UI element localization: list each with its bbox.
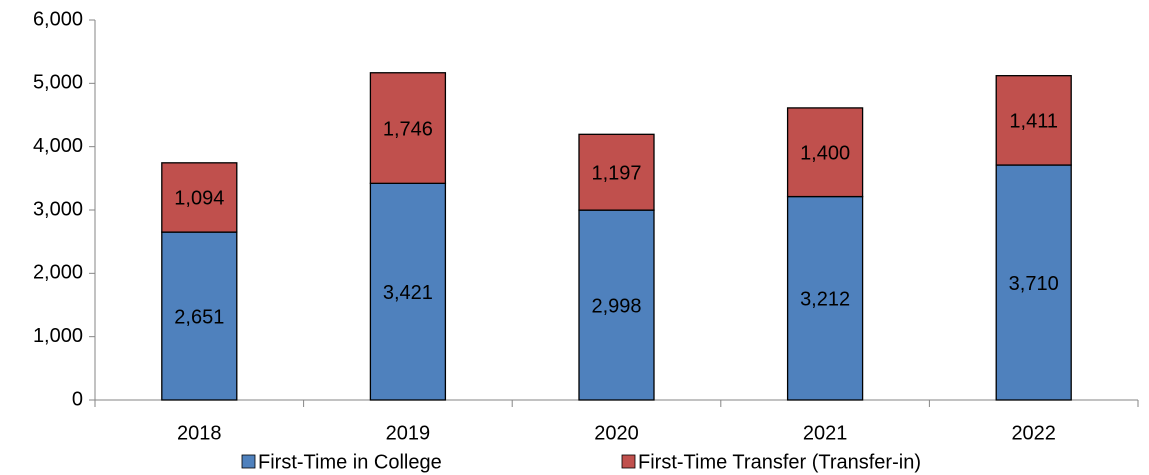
y-tick-label: 5,000 (33, 72, 83, 94)
legend-label: First-Time in College (258, 451, 442, 473)
x-tick-label: 2019 (386, 422, 431, 444)
y-tick-label: 4,000 (33, 135, 83, 157)
legend-label: First-Time Transfer (Transfer-in) (638, 451, 921, 473)
data-label: 3,212 (800, 289, 850, 311)
x-tick-label: 2022 (1011, 422, 1056, 444)
y-tick-label: 3,000 (33, 198, 83, 220)
y-tick-label: 6,000 (33, 8, 83, 30)
x-tick-label: 2020 (594, 422, 639, 444)
x-tick-label: 2018 (177, 422, 222, 444)
bar-segment (369, 182, 447, 401)
data-label: 1,094 (174, 188, 224, 210)
bar-segment (786, 107, 864, 198)
bar-segment (161, 162, 238, 233)
y-tick-label: 2,000 (33, 262, 83, 284)
legend-swatch (241, 454, 256, 469)
bar-segment (161, 231, 238, 401)
bar-segment (995, 164, 1072, 401)
bar-segment (995, 75, 1072, 166)
legend-swatch (621, 454, 636, 469)
data-label: 1,197 (591, 163, 641, 185)
data-label: 1,400 (800, 143, 850, 165)
bar-segment (578, 209, 655, 401)
x-tick-label: 2021 (803, 422, 848, 444)
data-label: 1,746 (383, 118, 433, 140)
data-label: 1,411 (1009, 111, 1058, 133)
y-tick-label: 0 (72, 388, 83, 410)
bar-segment (369, 72, 447, 184)
bar-segment (578, 133, 655, 211)
data-label: 2,651 (174, 306, 224, 328)
y-tick-label: 1,000 (33, 325, 83, 347)
data-label: 2,998 (591, 295, 641, 317)
data-label: 3,710 (1009, 273, 1059, 295)
data-label: 3,421 (383, 282, 433, 304)
